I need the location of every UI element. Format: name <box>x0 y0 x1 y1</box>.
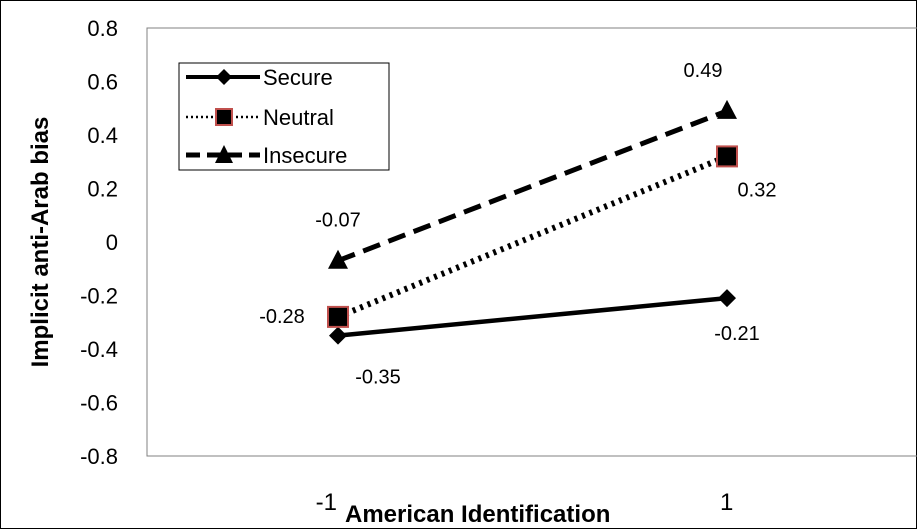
y-tick-label: 0.4 <box>87 123 118 148</box>
data-point-insecure <box>328 249 348 269</box>
legend-neutral-label: Neutral <box>263 105 334 130</box>
data-point-neutral <box>327 305 349 328</box>
x-tick-label-left: -1 <box>316 489 337 516</box>
data-point-neutral <box>716 145 738 168</box>
legend-neutral-marker <box>215 108 233 126</box>
legend-insecure-label: Insecure <box>263 143 347 168</box>
legend-insecure-marker <box>215 145 233 163</box>
series-line-insecure <box>337 108 728 264</box>
data-label-secure: -0.21 <box>714 323 760 345</box>
y-tick-label: -0.8 <box>80 444 118 469</box>
y-axis-title: Implicit anti-Arab bias <box>27 117 54 368</box>
data-point-insecure <box>717 99 737 119</box>
data-label-insecure: 0.49 <box>684 60 723 82</box>
legend: Secure Neutral Insecure <box>178 62 390 171</box>
y-tick-label: -0.4 <box>80 337 118 362</box>
data-labels: -0.35 -0.21 -0.28 0.32 -0.07 0.49 <box>259 60 776 389</box>
y-tick-label: 0.6 <box>87 70 118 95</box>
data-point-secure <box>718 289 736 308</box>
legend-box <box>178 62 390 171</box>
series-line-neutral <box>336 153 729 320</box>
y-tick-label: -0.6 <box>80 391 118 416</box>
plot-area <box>146 27 917 457</box>
y-tick-label: 0.2 <box>87 177 118 202</box>
x-tick-label-right: 1 <box>720 489 733 516</box>
data-point-secure <box>329 326 347 345</box>
x-axis-title: American Identification <box>345 501 610 528</box>
legend-secure-label: Secure <box>263 65 333 90</box>
data-label-neutral: -0.28 <box>259 306 305 328</box>
data-label-insecure: -0.07 <box>315 210 361 232</box>
data-label-secure: -0.35 <box>355 367 401 389</box>
y-tick-label: 0 <box>106 230 118 255</box>
series-layer <box>327 99 738 345</box>
series-line-secure <box>337 295 728 338</box>
y-tick-label: 0.8 <box>87 16 118 41</box>
y-tick-label: -0.2 <box>80 284 118 309</box>
data-label-neutral: 0.32 <box>738 179 777 201</box>
legend-secure-marker <box>216 69 232 85</box>
y-axis-ticks: -0.8 -0.6 -0.4 -0.2 0 0.2 0.4 0.6 0.8 <box>80 16 118 469</box>
